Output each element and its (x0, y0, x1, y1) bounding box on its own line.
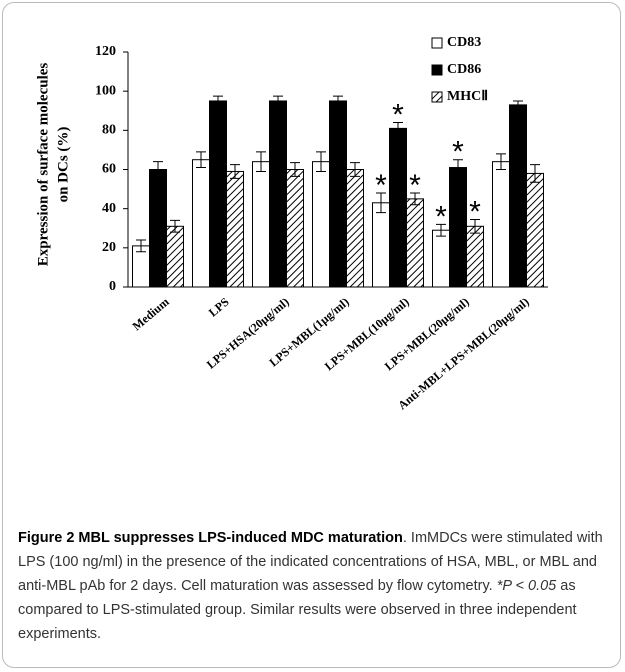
error-bar (290, 162, 300, 177)
bar (312, 161, 330, 288)
bar (166, 225, 184, 288)
error-bar (530, 164, 540, 183)
chart: 0 20 40 60 80 100 120 Expression of surface mol… (35, 35, 548, 412)
error-bar (393, 122, 403, 135)
error-bar (453, 159, 463, 176)
y-tick-label: 120 (95, 44, 116, 59)
significance-marker: * (409, 169, 421, 202)
y-tick-label: 40 (102, 201, 116, 216)
error-bar (213, 95, 223, 107)
y-axis-label: on DCs (%) (55, 127, 71, 203)
error-bar (470, 218, 480, 234)
bar (286, 169, 304, 288)
x-tick-label: Medium (129, 295, 171, 334)
y-tick-label: 20 (102, 240, 116, 255)
bar (149, 169, 167, 288)
bar (432, 229, 450, 288)
error-bar (350, 162, 360, 177)
legend-label: MHCⅡ (447, 89, 488, 104)
caption-text: as compared to LPS-stimulated group. Sim… (18, 578, 577, 642)
y-tick-label: 60 (102, 162, 116, 177)
bar (192, 159, 210, 288)
bar (406, 198, 424, 288)
bar (226, 170, 244, 288)
caption-text: . ImMDCs were stimulated with LPS (100 n… (18, 530, 603, 594)
error-bar (136, 239, 146, 253)
y-axis-label: Expression of surface molecules (35, 63, 51, 267)
bar (509, 104, 527, 288)
bar (209, 100, 227, 288)
bar (252, 161, 270, 288)
bar (492, 161, 510, 288)
bar (449, 167, 467, 288)
bar (466, 225, 484, 288)
error-bar (410, 192, 420, 206)
legend-swatch (431, 91, 443, 103)
caption-title: Figure 2 MBL suppresses LPS-induced MDC … (18, 530, 403, 546)
caption: Figure 2 MBL suppresses LPS-induced MDC … (18, 526, 612, 646)
bar (329, 100, 347, 288)
bar (269, 100, 287, 288)
x-tick-label: LPS (206, 294, 232, 319)
y-tick-label: 80 (102, 123, 116, 138)
bar (346, 169, 364, 288)
error-bar (513, 100, 523, 110)
significance-marker: * (392, 98, 404, 131)
legend-swatch (431, 64, 443, 76)
bar (372, 202, 390, 288)
legend-swatch (431, 37, 443, 49)
error-bar (256, 151, 266, 172)
significance-marker: * (375, 169, 387, 202)
y-tick-label: 100 (95, 83, 116, 98)
error-bar (333, 95, 343, 107)
error-bar (273, 95, 283, 107)
error-bar (170, 219, 180, 233)
significance-marker: * (469, 195, 481, 228)
bar (389, 127, 407, 288)
significance-marker: * (435, 200, 447, 233)
error-bar (376, 192, 386, 214)
caption-italic: *P < 0.05 (496, 578, 557, 594)
significance-marker: * (452, 136, 464, 169)
error-bar (230, 164, 240, 179)
error-bar (196, 151, 206, 169)
y-tick-label: 0 (109, 279, 116, 294)
error-bar (316, 151, 326, 172)
error-bar (496, 153, 506, 170)
error-bar (153, 161, 163, 178)
legend-label: CD83 (447, 35, 481, 50)
error-bar (436, 223, 446, 237)
bar (526, 172, 544, 288)
legend-label: CD86 (447, 62, 481, 77)
